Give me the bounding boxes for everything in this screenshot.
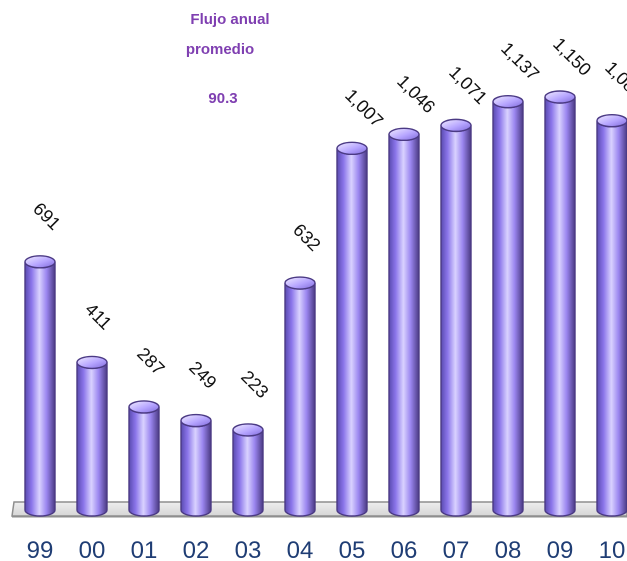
- bar-08: [492, 94, 524, 517]
- data-label-02: 249: [185, 357, 220, 392]
- bar-03: [232, 423, 264, 517]
- data-label-00: 411: [81, 299, 115, 333]
- annotation-value: 90.3: [208, 90, 238, 107]
- x-tick-label-05: 05: [339, 537, 366, 561]
- annotation-line-2: promedio: [185, 41, 255, 58]
- bars-layer: [24, 90, 627, 517]
- x-tick-label-02: 02: [183, 537, 210, 561]
- bar-body: [440, 125, 472, 517]
- bar-cap: [544, 90, 576, 104]
- data-label-03: 223: [237, 367, 272, 402]
- bar-body: [180, 420, 212, 517]
- data-label-09: 1,150: [549, 34, 595, 80]
- bar-07: [440, 118, 472, 517]
- x-tick-label-01: 01: [131, 537, 158, 561]
- bar-cap: [492, 94, 524, 109]
- bar-02: [180, 413, 212, 517]
- bar-body: [76, 362, 108, 517]
- x-tick-label-08: 08: [495, 537, 522, 561]
- chart-floor: [11, 501, 627, 518]
- bar-04: [284, 276, 316, 517]
- bar-00: [76, 355, 108, 517]
- bar-body: [232, 429, 264, 517]
- x-tick-label-04: 04: [287, 537, 314, 561]
- data-label-01: 287: [133, 344, 168, 379]
- bar-body: [492, 101, 524, 517]
- annotation-line-1: Flujo anual: [190, 11, 270, 28]
- bar-cap: [76, 355, 108, 370]
- data-label-06: 1,046: [393, 71, 439, 117]
- bar-cap: [284, 276, 316, 290]
- bar-cap: [336, 141, 368, 156]
- x-tick-label-07: 07: [443, 537, 470, 561]
- x-tick-label-06: 06: [391, 537, 418, 561]
- floor-platform: [11, 501, 627, 517]
- bar-body: [284, 282, 316, 517]
- bar-cap: [128, 400, 160, 414]
- bar-05: [336, 141, 368, 517]
- x-tick-label-00: 00: [79, 537, 106, 561]
- bar-cap: [440, 118, 472, 133]
- bar-cap: [596, 114, 627, 128]
- data-label-10: 1,084: [601, 57, 627, 103]
- bar-body: [388, 134, 420, 517]
- bar-09: [544, 90, 576, 517]
- bar-body: [24, 261, 56, 517]
- bar-body: [128, 406, 160, 517]
- bar-cap: [232, 423, 264, 437]
- x-tick-label-99: 99: [27, 537, 54, 561]
- bar-body: [336, 148, 368, 517]
- bar-body: [596, 120, 627, 517]
- bar-01: [128, 400, 160, 517]
- x-tick-label-09: 09: [547, 537, 574, 561]
- bar-99: [24, 255, 56, 517]
- bar-cap: [24, 255, 56, 269]
- data-label-99: 691: [29, 199, 64, 234]
- data-label-04: 632: [289, 220, 324, 255]
- bar-cap: [180, 413, 212, 428]
- data-label-08: 1,137: [497, 38, 543, 84]
- data-label-05: 1,007: [341, 85, 387, 131]
- data-label-07: 1,071: [445, 62, 491, 108]
- bar-cap: [388, 127, 420, 142]
- bar-06: [388, 127, 420, 517]
- x-axis-tick-labels: 99 00 01 02 03 04 05 06 07 08 09 10: [27, 537, 626, 561]
- x-tick-label-10: 10: [599, 537, 626, 561]
- x-tick-label-03: 03: [235, 537, 262, 561]
- bar-10: [596, 114, 627, 517]
- bar-body: [544, 96, 576, 517]
